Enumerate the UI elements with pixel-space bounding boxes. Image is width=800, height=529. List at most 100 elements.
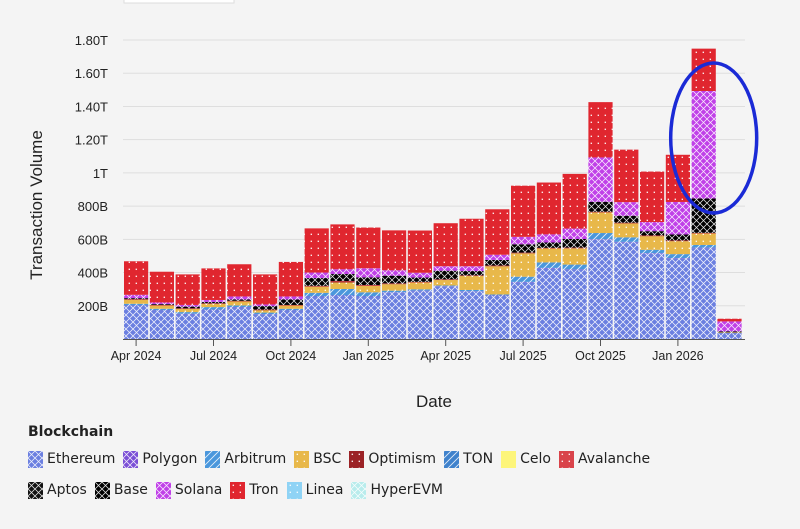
bar-polygon-feb-2025[interactable] (382, 292, 407, 293)
bar-base-aug-2025[interactable] (536, 242, 561, 248)
bar-tron-nov-2025[interactable] (614, 149, 639, 203)
bar-stack-oct-2025[interactable] (588, 102, 613, 339)
bar-avalanche-jul-2024[interactable] (201, 303, 226, 304)
bar-bsc-dec-2025[interactable] (640, 236, 665, 250)
bar-base-oct-2024[interactable] (278, 299, 303, 305)
legend-item-tron[interactable]: Tron (230, 481, 279, 499)
bar-bsc-nov-2025[interactable] (614, 223, 639, 238)
bar-ethereum-dec-2024[interactable] (330, 295, 355, 339)
bar-ethereum-jan-2026[interactable] (665, 258, 690, 339)
bar-polygon-nov-2024[interactable] (304, 296, 329, 297)
bar-base-sep-2025[interactable] (562, 239, 587, 248)
legend-item-ton[interactable]: TON (444, 450, 493, 468)
bar-avalanche-sep-2025[interactable] (562, 247, 587, 249)
bar-tron-may-2025[interactable] (459, 218, 484, 267)
bar-arbitrum-apr-2025[interactable] (433, 285, 458, 287)
bar-ethereum-mar-2026[interactable] (717, 333, 742, 339)
bar-solana-dec-2025[interactable] (640, 222, 665, 232)
bar-solana-jul-2025[interactable] (511, 236, 536, 245)
bar-arbitrum-aug-2024[interactable] (227, 305, 252, 308)
bar-polygon-oct-2025[interactable] (588, 239, 613, 240)
bar-avalanche-apr-2025[interactable] (433, 279, 458, 280)
bar-tron-aug-2025[interactable] (536, 182, 561, 235)
bar-avalanche-jan-2026[interactable] (665, 240, 690, 241)
bar-solana-dec-2024[interactable] (330, 269, 355, 275)
bar-arbitrum-jan-2026[interactable] (665, 254, 690, 259)
bar-arbitrum-sep-2025[interactable] (562, 264, 587, 270)
legend-item-bsc[interactable]: BSC (294, 450, 341, 468)
bar-polygon-oct-2024[interactable] (278, 310, 303, 311)
bar-avalanche-jun-2024[interactable] (175, 308, 200, 309)
bar-tron-jun-2024[interactable] (175, 274, 200, 305)
bar-avalanche-may-2025[interactable] (459, 275, 484, 276)
bar-polygon-nov-2025[interactable] (614, 241, 639, 243)
bar-bsc-apr-2025[interactable] (433, 280, 458, 286)
bar-stack-feb-2025[interactable] (382, 230, 407, 339)
bar-tron-dec-2024[interactable] (330, 224, 355, 270)
bar-arbitrum-may-2024[interactable] (149, 308, 174, 311)
bar-base-jan-2026[interactable] (665, 234, 690, 241)
bar-base-nov-2024[interactable] (304, 278, 329, 286)
bar-base-may-2024[interactable] (149, 304, 174, 305)
bar-solana-jul-2024[interactable] (201, 299, 226, 302)
bar-avalanche-aug-2024[interactable] (227, 300, 252, 302)
bar-base-jun-2024[interactable] (175, 306, 200, 309)
bar-ethereum-jun-2024[interactable] (175, 314, 200, 339)
bar-solana-jun-2024[interactable] (175, 304, 200, 307)
bar-avalanche-feb-2025[interactable] (382, 283, 407, 284)
bar-ethereum-feb-2026[interactable] (691, 248, 716, 339)
bar-arbitrum-mar-2026[interactable] (717, 332, 742, 334)
bar-stack-dec-2024[interactable] (330, 224, 355, 339)
bar-tron-jan-2025[interactable] (356, 227, 381, 269)
bar-bsc-may-2025[interactable] (459, 276, 484, 290)
bar-bsc-oct-2025[interactable] (588, 212, 613, 234)
bar-ethereum-oct-2025[interactable] (588, 239, 613, 339)
bar-solana-feb-2026[interactable] (691, 90, 716, 199)
bar-tron-mar-2026[interactable] (717, 318, 742, 322)
bar-avalanche-sep-2024[interactable] (253, 309, 278, 311)
legend-item-celo[interactable]: Celo (501, 450, 551, 468)
bar-base-sep-2024[interactable] (253, 306, 278, 310)
bar-base-feb-2025[interactable] (382, 275, 407, 284)
bar-polygon-may-2025[interactable] (459, 291, 484, 292)
bar-polygon-jun-2024[interactable] (175, 313, 200, 315)
bar-solana-oct-2025[interactable] (588, 157, 613, 202)
bar-base-apr-2025[interactable] (433, 270, 458, 280)
bar-base-dec-2025[interactable] (640, 231, 665, 236)
bar-arbitrum-aug-2025[interactable] (536, 262, 561, 268)
bar-base-apr-2024[interactable] (124, 298, 149, 300)
bar-tron-may-2024[interactable] (149, 271, 174, 303)
bar-stack-aug-2024[interactable] (227, 264, 252, 339)
legend-item-linea[interactable]: Linea (286, 481, 343, 499)
bar-tron-feb-2025[interactable] (382, 230, 407, 271)
bar-ethereum-feb-2025[interactable] (382, 292, 407, 339)
bar-ethereum-sep-2024[interactable] (253, 314, 278, 339)
bar-solana-aug-2024[interactable] (227, 296, 252, 300)
bar-base-mar-2025[interactable] (407, 277, 432, 282)
bar-stack-jun-2024[interactable] (175, 274, 200, 339)
bar-tron-nov-2024[interactable] (304, 228, 329, 273)
bar-solana-nov-2025[interactable] (614, 202, 639, 216)
bar-avalanche-mar-2025[interactable] (407, 281, 432, 283)
bar-tron-oct-2025[interactable] (588, 102, 613, 158)
bar-solana-may-2024[interactable] (149, 302, 174, 305)
bar-stack-jan-2026[interactable] (665, 154, 690, 339)
bar-bsc-jun-2025[interactable] (485, 266, 510, 295)
bar-tron-jul-2024[interactable] (201, 268, 226, 300)
bar-polygon-mar-2026[interactable] (717, 333, 742, 334)
bar-polygon-aug-2024[interactable] (227, 307, 252, 308)
bar-ethereum-nov-2025[interactable] (614, 242, 639, 339)
bar-base-feb-2026[interactable] (691, 198, 716, 233)
bar-tron-mar-2025[interactable] (407, 230, 432, 273)
bar-arbitrum-mar-2025[interactable] (407, 289, 432, 291)
bar-base-oct-2025[interactable] (588, 201, 613, 212)
bar-avalanche-feb-2026[interactable] (691, 232, 716, 234)
bar-ethereum-apr-2025[interactable] (433, 286, 458, 339)
bar-bsc-jun-2024[interactable] (175, 308, 200, 313)
bar-stack-apr-2024[interactable] (124, 261, 149, 339)
bar-arbitrum-oct-2025[interactable] (588, 233, 613, 240)
legend-item-base[interactable]: Base (94, 481, 148, 499)
bar-bsc-sep-2025[interactable] (562, 248, 587, 265)
bar-ethereum-aug-2024[interactable] (227, 307, 252, 339)
bar-arbitrum-sep-2024[interactable] (253, 312, 278, 315)
